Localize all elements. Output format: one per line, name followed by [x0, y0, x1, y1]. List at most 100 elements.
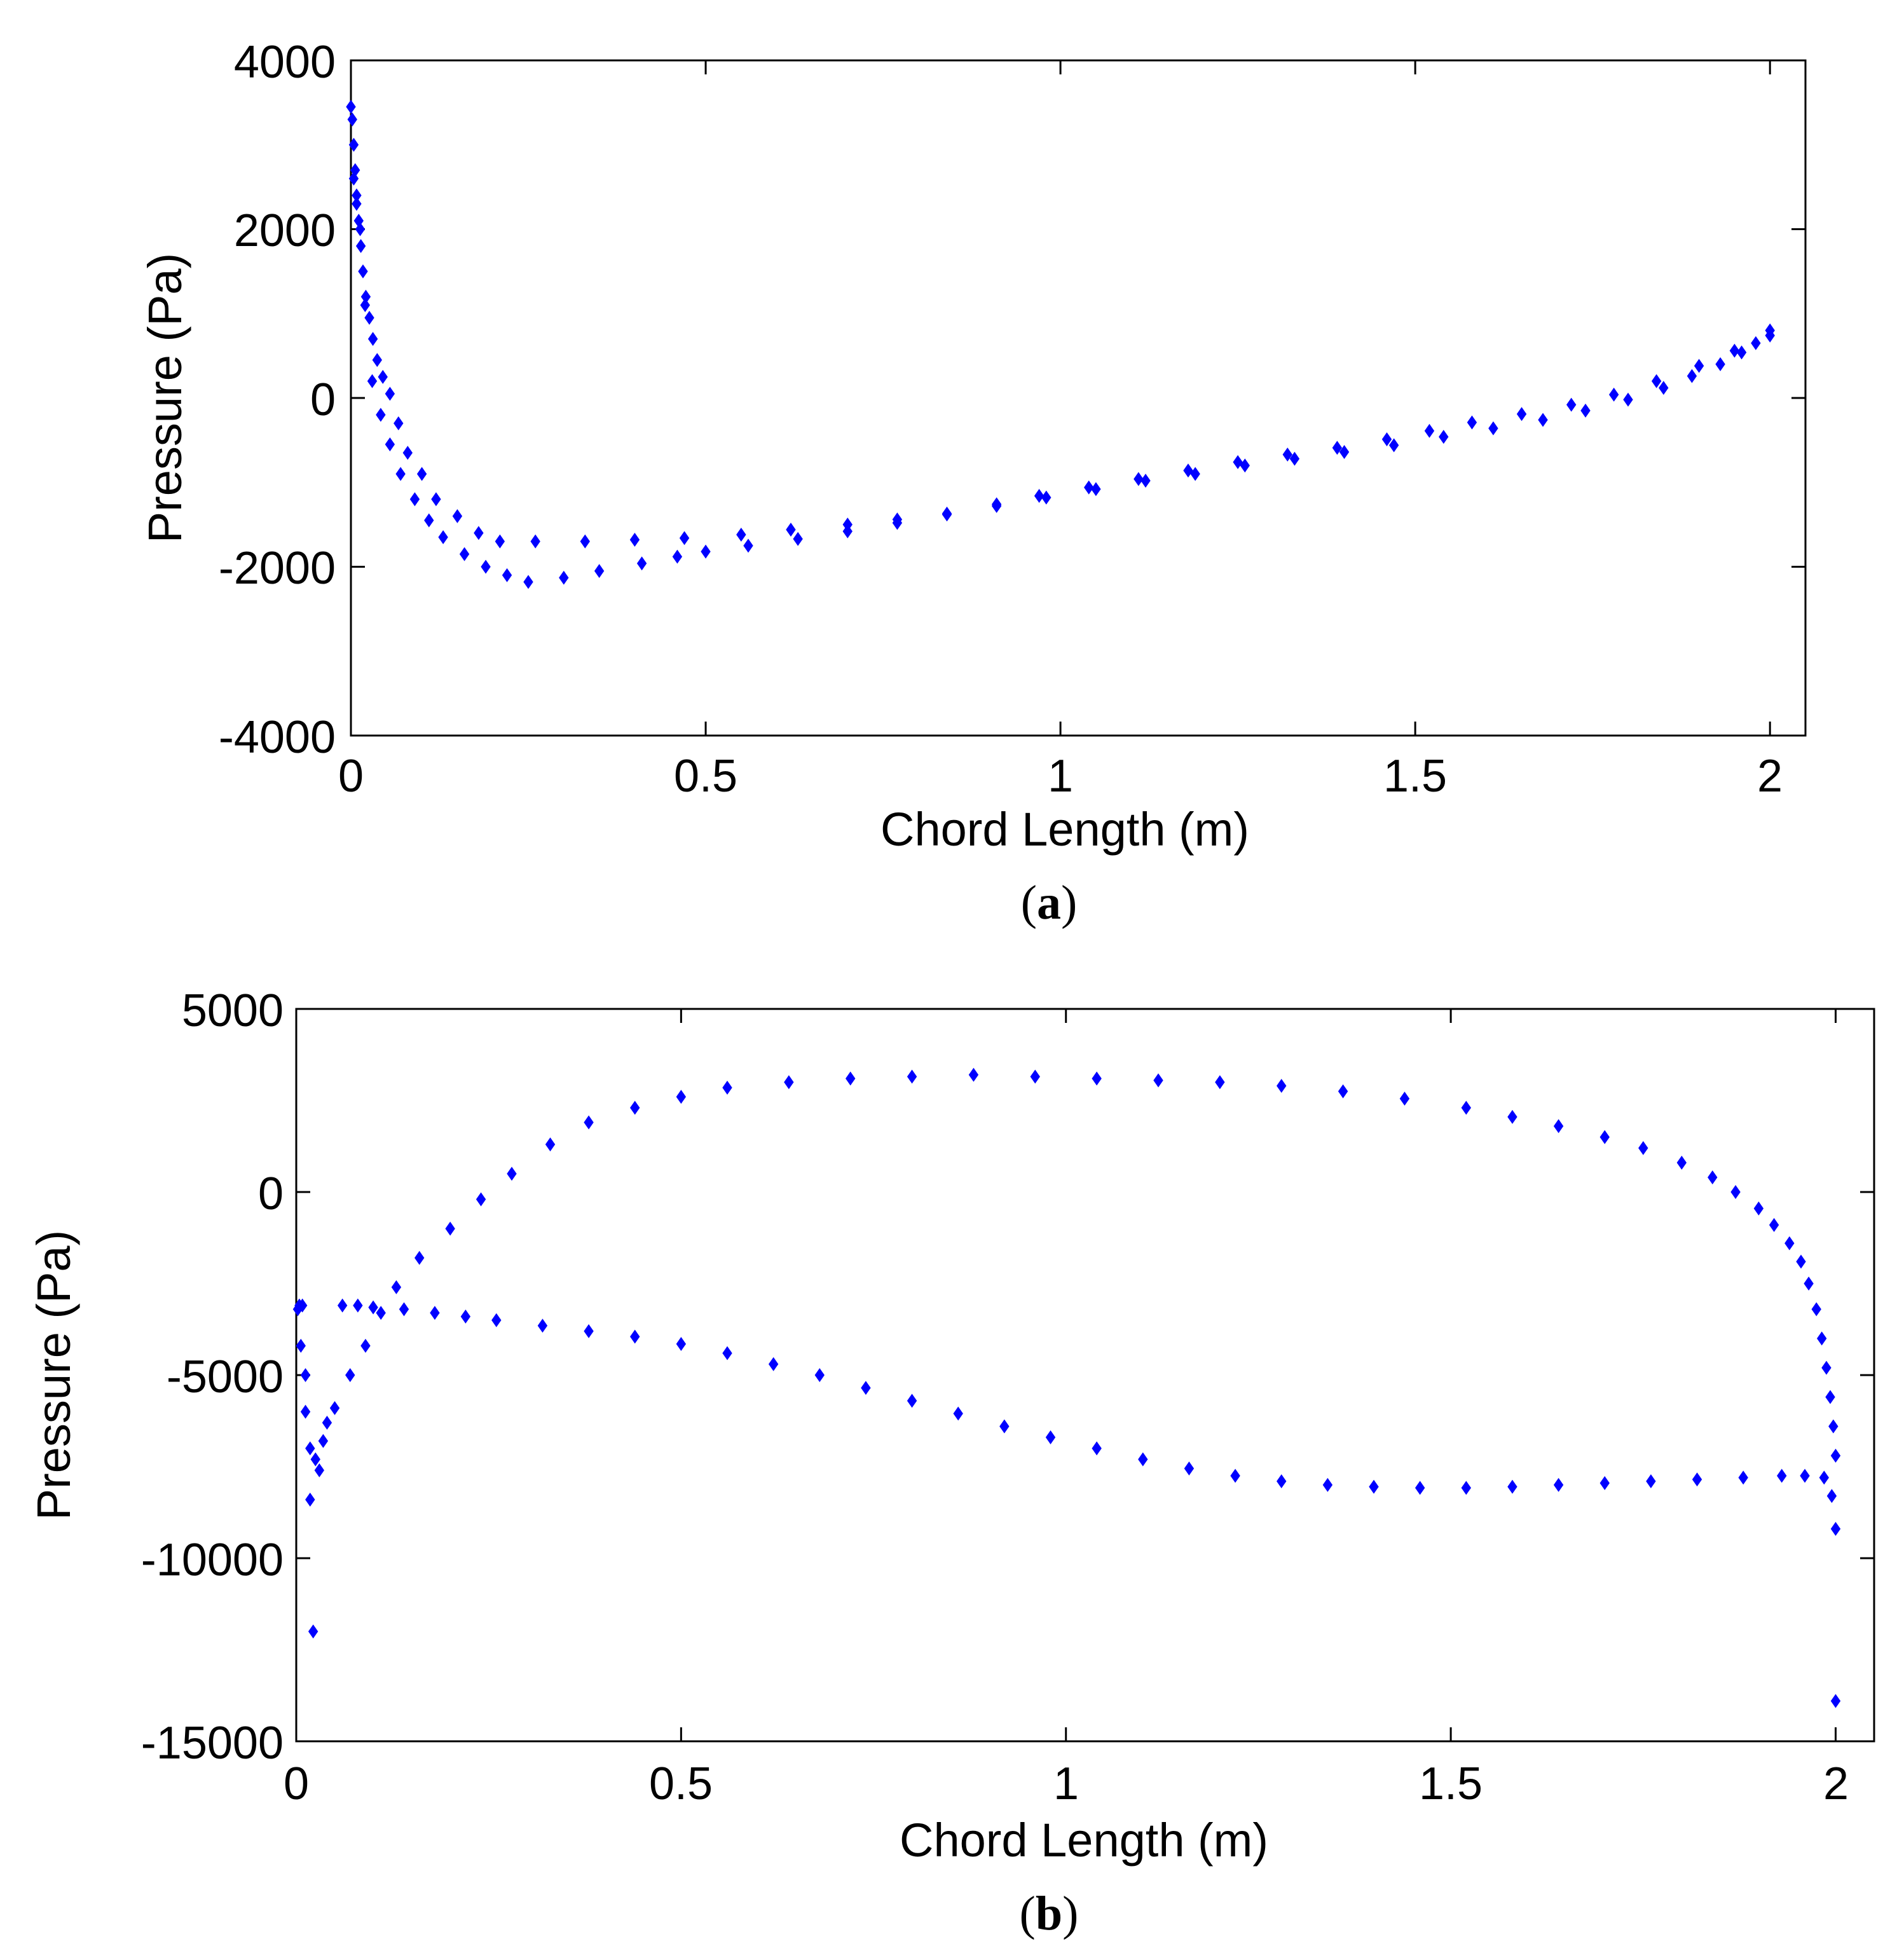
data-point-b-s0-40 — [1769, 1217, 1779, 1232]
data-point-b-s0-38 — [1730, 1185, 1741, 1199]
data-point-b-s0-7 — [345, 1368, 355, 1382]
y-axis-label-a: Pressure (Pa) — [139, 253, 191, 543]
y-tick-label-b-0: 0 — [258, 1168, 284, 1219]
data-point-b-s1-21 — [861, 1381, 871, 1395]
data-point-b-s0-17 — [630, 1100, 640, 1115]
caption-a-letter: a — [1037, 876, 1061, 929]
data-point-a-s1-40 — [1694, 359, 1704, 373]
y-tick-label-a-neg4000: -4000 — [219, 712, 336, 763]
data-point-a-s1-17 — [636, 556, 647, 571]
data-point-a-s0-32 — [1091, 482, 1101, 497]
data-point-a-s0-34 — [1190, 467, 1200, 481]
data-point-a-s1-10 — [438, 530, 448, 545]
data-point-b-s1-15 — [584, 1324, 594, 1338]
data-point-a-s1-31 — [1282, 447, 1292, 462]
data-point-a-s1-22 — [842, 524, 853, 538]
data-point-b-s0-46 — [1821, 1360, 1832, 1375]
data-point-b-s1-29 — [1230, 1469, 1240, 1483]
data-point-a-s0-26 — [786, 523, 796, 537]
data-point-a-s0-0 — [346, 100, 356, 114]
data-point-a-s0-35 — [1240, 458, 1250, 473]
data-point-a-s1-29 — [1183, 463, 1193, 478]
data-point-b-s0-10 — [391, 1280, 402, 1294]
data-point-a-s1-28 — [1133, 472, 1144, 486]
data-point-b-s1-2 — [300, 1368, 311, 1382]
y-tick-label-b-5000: 5000 — [182, 985, 284, 1036]
y-tick-label-a-4000: 4000 — [234, 37, 336, 88]
data-point-a-s1-19 — [701, 544, 711, 559]
data-point-a-s0-45 — [1687, 369, 1697, 383]
data-point-a-s1-7 — [395, 467, 406, 481]
data-point-b-s1-13 — [491, 1313, 502, 1327]
data-point-b-s0-35 — [1638, 1141, 1648, 1155]
data-point-a-s1-18 — [672, 549, 683, 564]
data-point-b-s1-25 — [1045, 1430, 1056, 1444]
data-point-a-s1-37 — [1566, 397, 1577, 412]
data-point-b-s1-43 — [1819, 1470, 1830, 1485]
data-point-b-s0-24 — [1030, 1069, 1041, 1084]
data-point-a-s1-27 — [1084, 480, 1094, 495]
plot-area-b — [295, 1008, 1875, 1743]
data-point-b-s1-20 — [814, 1368, 825, 1382]
data-point-b-s0-42 — [1796, 1254, 1806, 1269]
data-point-a-s0-12 — [378, 369, 388, 384]
data-point-b-s0-20 — [784, 1075, 794, 1090]
data-point-b-s1-14 — [537, 1319, 548, 1333]
data-point-b-s1-40 — [1738, 1470, 1748, 1485]
data-point-a-s1-2 — [355, 222, 366, 236]
x-axis-label-a: Chord Length (m) — [880, 803, 1249, 856]
data-point-b-s0-49 — [1830, 1448, 1841, 1463]
data-point-a-s1-6 — [385, 437, 395, 452]
data-point-b-s1-33 — [1414, 1481, 1425, 1495]
data-point-a-s1-21 — [793, 531, 803, 546]
data-point-b-s0-9 — [376, 1306, 386, 1320]
caption-b-close: ) — [1062, 1887, 1078, 1940]
data-point-b-s0-22 — [907, 1069, 917, 1084]
data-point-a-s1-25 — [991, 497, 1002, 512]
data-point-b-s0-37 — [1708, 1170, 1718, 1184]
data-point-b-s0-44 — [1811, 1302, 1821, 1317]
data-point-a-s1-0 — [348, 171, 359, 186]
data-point-a-s0-3 — [350, 163, 360, 177]
data-point-b-s1-22 — [907, 1394, 917, 1408]
y-tick-label-b-neg5000: -5000 — [167, 1352, 284, 1402]
data-point-b-s1-39 — [1692, 1472, 1702, 1487]
data-point-b-s1-46 — [1830, 1694, 1841, 1708]
data-point-a-s1-16 — [594, 564, 605, 579]
data-point-b-s0-25 — [1092, 1071, 1102, 1086]
caption-a: (a) — [1021, 876, 1078, 929]
data-point-a-s1-36 — [1516, 407, 1527, 421]
data-point-a-s0-48 — [1751, 336, 1761, 350]
data-point-a-s0-41 — [1538, 413, 1548, 427]
data-point-b-s0-1 — [296, 1338, 306, 1353]
data-point-b-s0-45 — [1816, 1331, 1827, 1346]
data-point-b-s1-7 — [337, 1298, 348, 1313]
data-point-a-s1-23 — [892, 516, 903, 530]
data-point-a-s0-6 — [355, 239, 366, 254]
x-tick-label-a-0: 0 — [338, 751, 364, 802]
data-point-a-s1-24 — [942, 506, 952, 521]
data-point-b-s1-4 — [308, 1624, 318, 1639]
data-point-b-s0-33 — [1553, 1119, 1564, 1134]
data-point-a-s0-31 — [1041, 490, 1051, 505]
data-point-b-s1-24 — [999, 1419, 1010, 1434]
data-point-b-s0-27 — [1215, 1075, 1225, 1090]
data-point-b-s1-42 — [1800, 1469, 1810, 1483]
data-point-a-s1-15 — [559, 570, 569, 585]
data-point-a-s0-22 — [580, 534, 591, 549]
caption-a-open: ( — [1021, 876, 1037, 929]
data-point-b-s1-37 — [1599, 1476, 1610, 1490]
data-point-b-s0-15 — [545, 1137, 556, 1152]
data-point-b-s0-26 — [1153, 1073, 1163, 1088]
data-point-a-s0-14 — [394, 416, 404, 430]
data-point-b-s1-45 — [1830, 1521, 1841, 1536]
y-tick-label-b-neg15000: -15000 — [141, 1718, 284, 1769]
data-point-a-s0-1 — [347, 112, 357, 127]
data-point-b-s0-47 — [1825, 1390, 1835, 1404]
caption-b: (b) — [1020, 1887, 1079, 1940]
data-point-b-s1-3 — [305, 1492, 315, 1507]
data-point-b-s1-41 — [1777, 1469, 1787, 1483]
data-point-b-s0-11 — [414, 1251, 425, 1265]
data-points-a — [346, 100, 1775, 589]
data-point-b-s1-8 — [353, 1298, 363, 1313]
